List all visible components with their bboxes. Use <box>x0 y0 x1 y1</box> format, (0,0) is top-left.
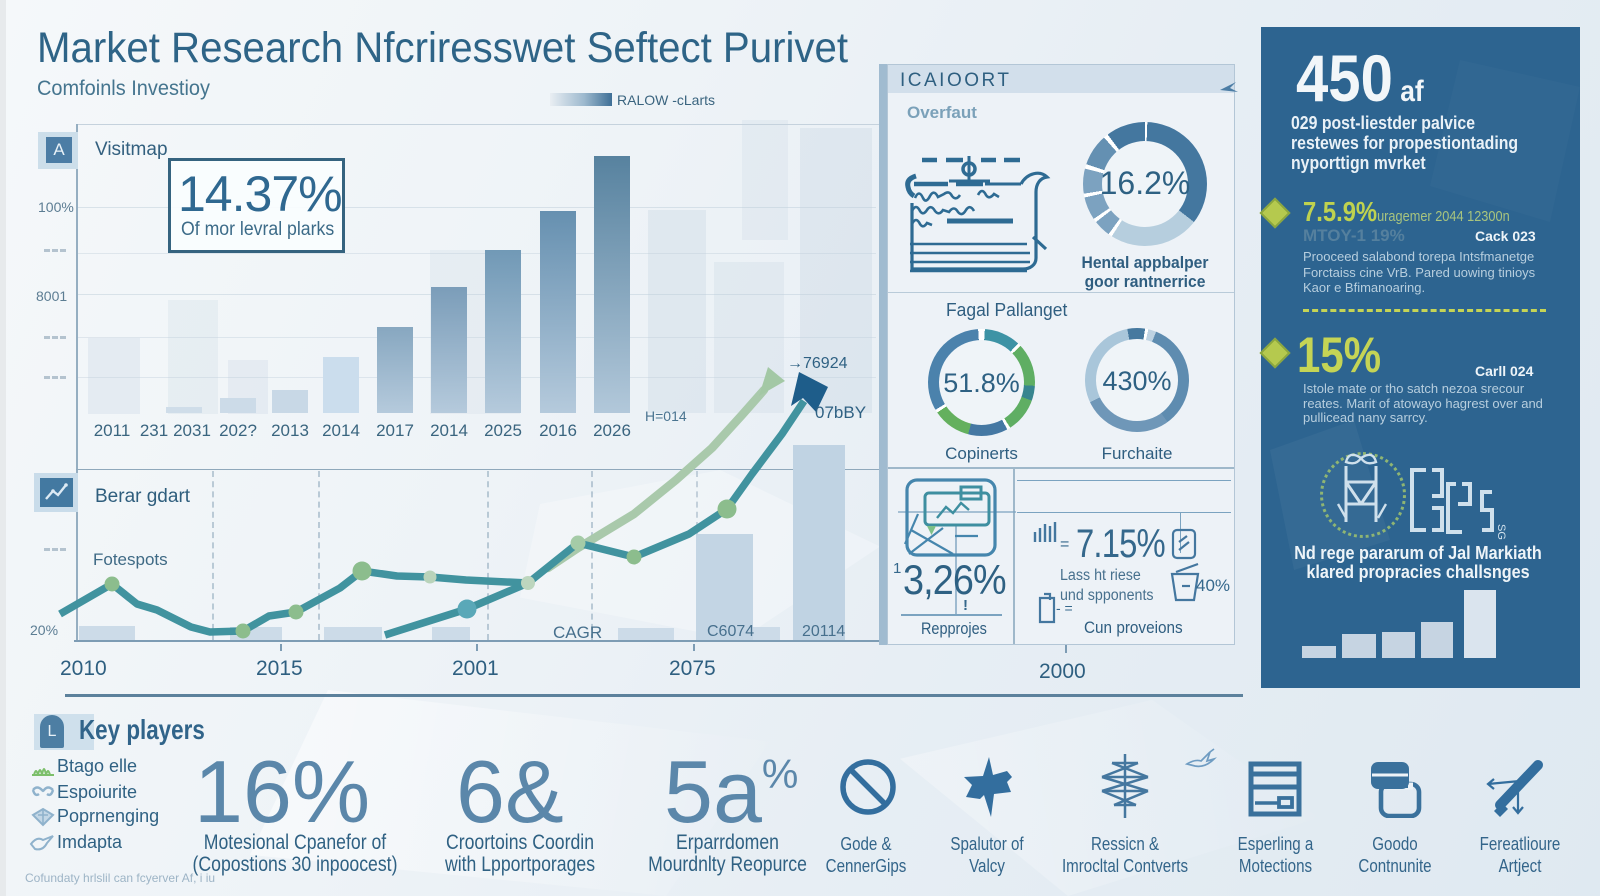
svg-text:SGS: SGS <box>1495 524 1507 540</box>
